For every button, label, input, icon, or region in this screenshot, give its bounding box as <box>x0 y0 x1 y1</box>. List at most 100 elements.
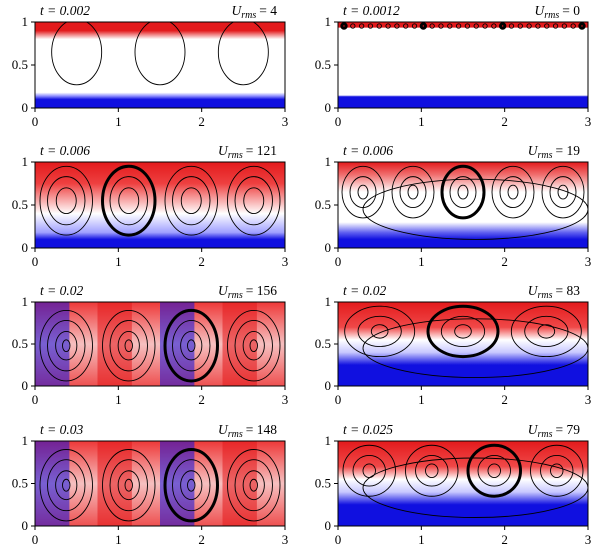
streamline-contour <box>407 184 419 200</box>
streamline-contour <box>55 187 77 215</box>
streamline-contour <box>180 330 203 361</box>
streamline-contour <box>340 22 348 30</box>
urms-label: Urms = 19 <box>528 143 581 161</box>
streamline-contour <box>124 478 133 492</box>
streamline-contour <box>440 315 486 347</box>
streamline-contour <box>344 305 416 358</box>
streamline-contour <box>55 470 78 501</box>
streamline-contour <box>362 178 588 240</box>
x-tick-label: 2 <box>198 254 205 269</box>
streamline-contour <box>172 320 211 372</box>
streamline-contour <box>47 459 86 512</box>
streamline-contour <box>350 23 356 29</box>
urms-label: Urms = 0 <box>534 3 580 21</box>
streamline-contour <box>180 187 202 215</box>
streamline-contour <box>403 23 409 29</box>
x-tick-label: 3 <box>282 532 289 547</box>
x-tick-label: 3 <box>585 392 592 407</box>
y-tick-label: 1 <box>325 154 332 169</box>
streamline-contour <box>508 23 515 29</box>
y-tick-label: 0.5 <box>12 197 28 212</box>
y-tick-label: 0.5 <box>315 57 331 72</box>
streamline-contour <box>102 449 156 522</box>
streamline-contour <box>249 478 258 492</box>
x-tick-label: 0 <box>335 114 342 129</box>
y-tick-label: 1 <box>325 14 332 29</box>
streamline-contour <box>227 165 281 236</box>
streamline-contour <box>249 339 258 353</box>
panel-p5: 0 0.5 1 0 1 2 3 t = 0.02 Urms = 156 <box>12 283 289 407</box>
streamline-contour <box>391 165 435 219</box>
urms-label: Urms = 148 <box>218 422 277 440</box>
streamline-contour <box>487 463 501 479</box>
streamline-contour <box>109 176 148 226</box>
streamline-contour <box>405 444 459 497</box>
streamline-contour <box>454 324 472 339</box>
x-tick-label: 3 <box>585 254 592 269</box>
x-tick-label: 1 <box>418 114 425 129</box>
streamline-contour <box>498 22 507 30</box>
x-tick-label: 2 <box>501 532 508 547</box>
x-tick-label: 1 <box>115 254 122 269</box>
streamline-contour <box>526 23 532 29</box>
streamline-contour <box>39 449 93 522</box>
x-tick-label: 2 <box>501 254 508 269</box>
x-tick-label: 3 <box>282 254 289 269</box>
streamline-contour <box>370 324 389 339</box>
streamline-contour <box>164 165 218 236</box>
streamline-contour <box>440 164 486 220</box>
streamline-contour <box>217 22 269 86</box>
y-tick-label: 0.5 <box>315 197 331 212</box>
streamline-contour <box>47 176 86 226</box>
streamline-contour <box>47 320 86 372</box>
urms-label: Urms = 83 <box>528 283 581 301</box>
streamline-contour <box>550 463 564 479</box>
streamline-contour <box>578 22 586 30</box>
y-tick-label: 1 <box>22 294 29 309</box>
time-label: t = 0.0012 <box>343 3 400 18</box>
streamline-contour <box>342 444 396 497</box>
time-label: t = 0.006 <box>40 143 90 158</box>
x-tick-label: 0 <box>32 254 39 269</box>
streamline-contour <box>242 470 265 501</box>
x-tick-label: 1 <box>115 532 122 547</box>
x-tick-label: 1 <box>115 114 122 129</box>
x-tick-label: 0 <box>335 392 342 407</box>
time-label: t = 0.03 <box>40 422 83 437</box>
y-tick-label: 0 <box>22 100 29 115</box>
x-tick-label: 0 <box>335 532 342 547</box>
streamline-contour <box>180 470 203 501</box>
streamline-contour <box>449 176 477 209</box>
time-label: t = 0.02 <box>343 283 386 298</box>
y-tick-label: 0 <box>22 378 29 393</box>
streamline-contour <box>466 443 522 498</box>
streamline-contour <box>234 320 273 372</box>
temperature-field <box>338 302 588 386</box>
panel-p6: 0 0.5 1 0 1 2 3 t = 0.02 Urms = 83 <box>315 283 592 407</box>
streamline-contour <box>242 330 265 361</box>
urms-label: Urms = 79 <box>528 422 581 440</box>
streamline-contour <box>394 23 400 29</box>
y-tick-label: 0.5 <box>12 476 28 491</box>
panel-p2: 0 0.5 1 0 1 2 3 t = 0.0012 Urms = 0 <box>315 3 592 129</box>
streamline-contour <box>102 309 156 382</box>
streamline-contour <box>552 23 559 29</box>
y-tick-label: 1 <box>22 154 29 169</box>
streamline-contour <box>425 463 439 479</box>
x-tick-label: 0 <box>32 392 39 407</box>
y-tick-label: 0 <box>325 378 332 393</box>
time-label: t = 0.025 <box>343 422 393 437</box>
streamline-contour <box>187 339 196 353</box>
panel-p7: 0 0.5 1 0 1 2 3 t = 0.03 Urms = 148 <box>12 422 289 547</box>
streamline-contour <box>507 184 519 200</box>
streamline-contour <box>455 23 462 29</box>
streamline-contour <box>447 23 453 29</box>
streamline-contour <box>172 176 211 226</box>
time-label: t = 0.02 <box>40 283 83 298</box>
streamline-contour <box>163 448 219 523</box>
time-label: t = 0.002 <box>40 3 90 18</box>
panel-p1: 0 0.5 1 0 1 2 3 t = 0.002 Urms = 4 <box>12 3 289 129</box>
streamline-contour <box>362 318 588 379</box>
streamline-contour <box>109 459 148 512</box>
